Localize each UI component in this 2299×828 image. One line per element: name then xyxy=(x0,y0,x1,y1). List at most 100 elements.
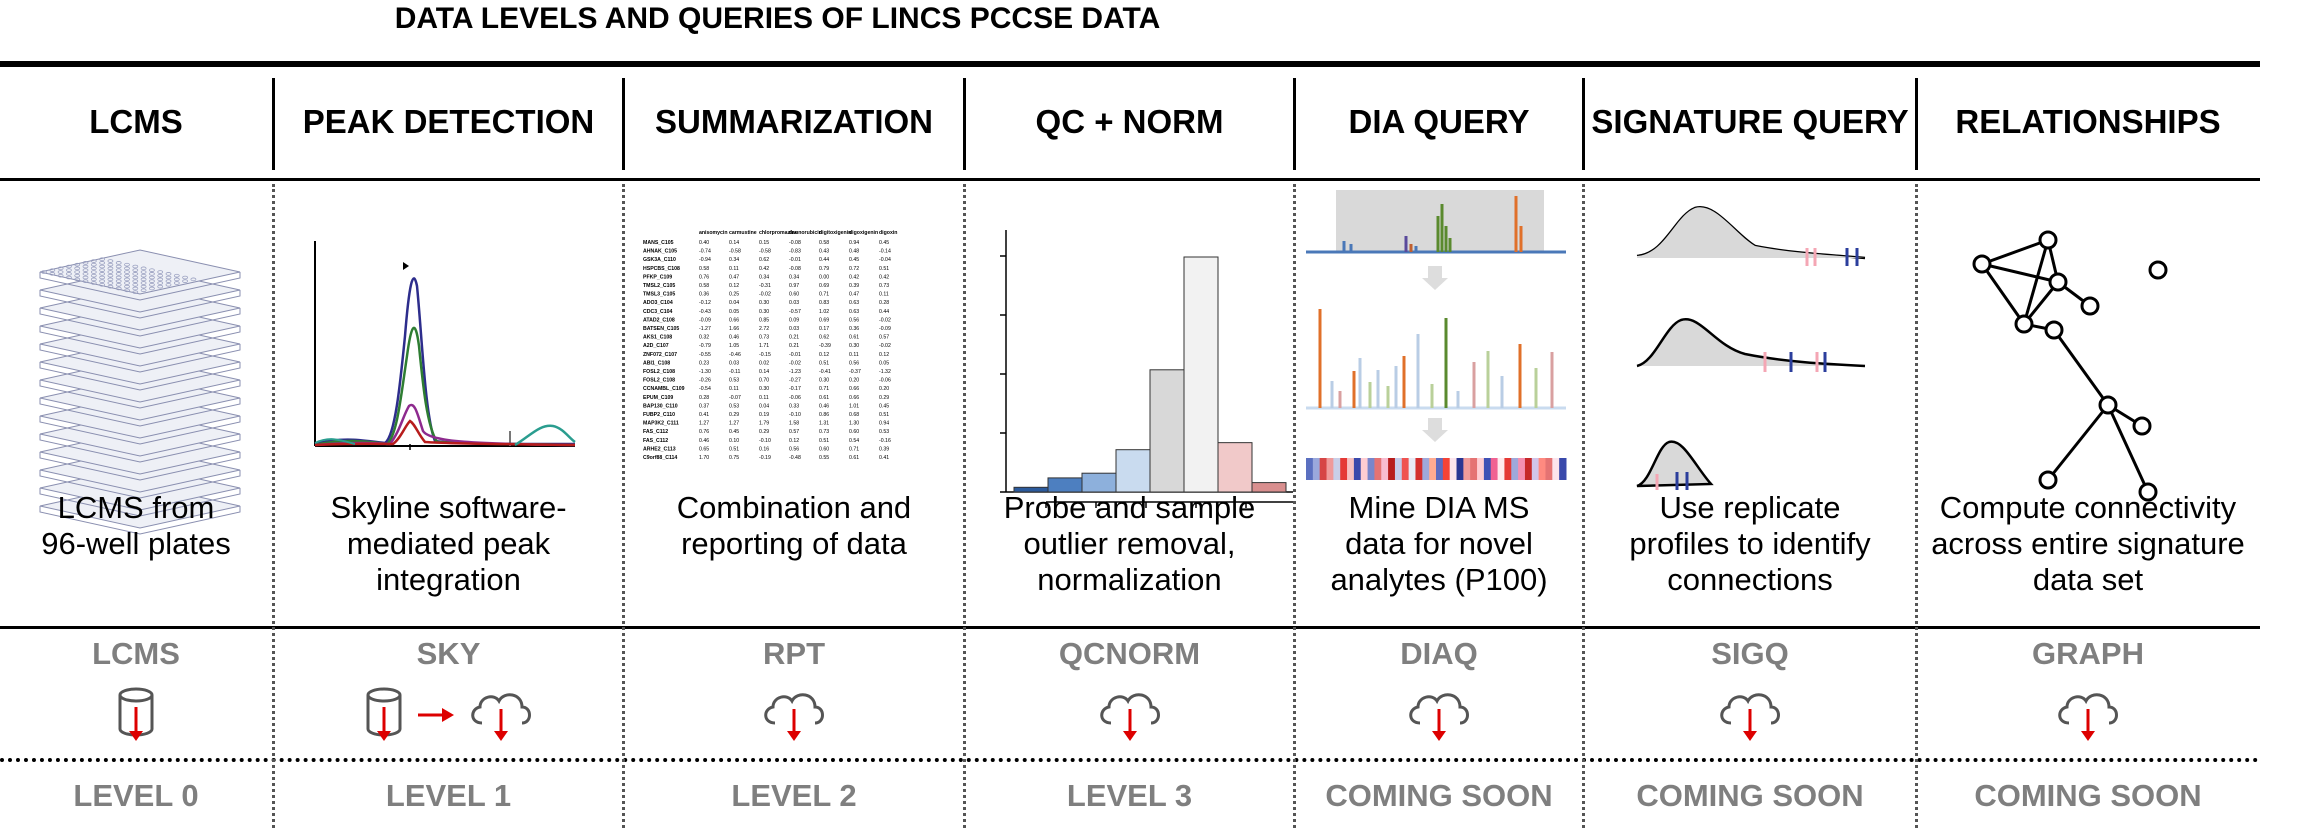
column-description: Probe and sample outlier removal, normal… xyxy=(1003,490,1256,597)
column-code: DIAQ xyxy=(1400,636,1478,671)
table-cell: CDC3_C104 xyxy=(643,309,673,315)
column-code: QCNORM xyxy=(1058,636,1201,671)
table-cell: 0.21 xyxy=(789,335,799,341)
table-cell: 0.53 xyxy=(729,403,739,409)
column-signature-query: SIGNATURE QUERY xyxy=(1585,66,1915,828)
table-cell: -0.54 xyxy=(699,386,711,392)
column-header: RELATIONSHIPS xyxy=(1955,103,2221,140)
table-cell: 0.36 xyxy=(699,292,709,298)
table-cell: 0.11 xyxy=(759,395,769,401)
table-cell: 0.66 xyxy=(849,395,859,401)
column-divider xyxy=(1915,184,1918,828)
table-cell: -0.09 xyxy=(879,326,891,332)
table-cell: 1.70 xyxy=(699,455,709,461)
table-cell: 1.31 xyxy=(819,421,829,427)
network-node xyxy=(2132,416,2152,436)
network-edge xyxy=(1980,263,2026,325)
heatmap-cell xyxy=(1436,458,1444,480)
table-cell: -0.10 xyxy=(789,412,801,418)
table-cell: -0.11 xyxy=(729,369,741,375)
table-cell: 0.12 xyxy=(729,283,739,289)
heatmap-cell xyxy=(1504,458,1512,480)
table-cell: 0.11 xyxy=(729,266,739,272)
table-cell: TMSL3_C105 xyxy=(643,292,675,298)
cloud-download-icon[interactable] xyxy=(1715,685,1785,745)
heatmap-cell xyxy=(1401,458,1410,480)
table-cell: 1.66 xyxy=(729,326,739,332)
heatmap-cell xyxy=(1326,458,1334,480)
table-cell: 0.56 xyxy=(789,446,799,452)
network-edge xyxy=(2052,329,2110,406)
heatmap-cell xyxy=(1538,458,1546,480)
page-title: DATA LEVELS AND QUERIES OF LINCS PCCSE D… xyxy=(394,2,1161,35)
table-cell: 0.65 xyxy=(699,446,709,452)
table-cell: 0.02 xyxy=(759,360,769,366)
heatmap-cell xyxy=(1340,458,1348,480)
table-cell: 0.53 xyxy=(879,429,889,435)
distribution-illustration xyxy=(1585,186,1915,546)
table-cell: MANS_C105 xyxy=(643,240,674,246)
table-cell: CCNAMBL_C109 xyxy=(643,386,685,392)
table-header-cell: carmustine xyxy=(729,230,757,236)
table-cell: C9orf88_C114 xyxy=(643,455,677,461)
cloud-download-icon[interactable] xyxy=(2053,685,2123,745)
column-description: Combination and reporting of data xyxy=(676,490,912,561)
arrow-right-icon xyxy=(417,708,454,722)
database-download-icon[interactable] xyxy=(362,685,406,745)
column-divider xyxy=(622,78,625,170)
dia-spectra-illustration xyxy=(1296,186,1582,546)
table-cell: 0.46 xyxy=(819,403,829,409)
table-cell: GSK3A_C110 xyxy=(643,257,676,263)
table-cell: 0.46 xyxy=(699,438,709,444)
cloud-download-icon[interactable] xyxy=(759,685,829,745)
column-peak-detection: PEAK DETECTION Skyline software- mediate… xyxy=(275,66,622,828)
column-summarization: SUMMARIZATION anisomycin carmustine chlorp… xyxy=(625,66,963,828)
table-cell: -0.31 xyxy=(759,283,771,289)
heatmap-cell xyxy=(1518,458,1526,480)
table-header-cell: chlorpromazine xyxy=(759,230,798,236)
table-cell: -0.37 xyxy=(849,369,861,375)
cloud-download-icon[interactable] xyxy=(1095,685,1165,745)
table-cell: 0.29 xyxy=(879,395,889,401)
table-cell: 0.76 xyxy=(699,429,709,435)
column-lcms: LCMS LCMS from 96-well plates LCMS LEVEL… xyxy=(0,66,272,828)
table-cell: FAS_C112 xyxy=(643,438,668,444)
table-cell: 1.05 xyxy=(729,343,739,349)
table-cell: TMSL2_C105 xyxy=(643,283,675,289)
table-cell: FUBP2_C110 xyxy=(643,412,675,418)
table-cell: 0.11 xyxy=(879,292,889,298)
column-header: SUMMARIZATION xyxy=(654,103,934,140)
cloud-download-icon[interactable] xyxy=(1404,685,1474,745)
level-label: COMING SOON xyxy=(1974,778,2202,813)
table-cell: 0.03 xyxy=(729,360,739,366)
column-description: Skyline software- mediated peak integrat… xyxy=(330,490,567,597)
table-cell: 0.97 xyxy=(789,283,799,289)
table-cell: -0.58 xyxy=(759,249,771,255)
column-divider xyxy=(1582,78,1585,170)
table-cell: 0.66 xyxy=(729,317,739,323)
table-cell: 0.34 xyxy=(789,274,799,280)
heatmap-cell xyxy=(1319,458,1328,480)
table-cell: 0.62 xyxy=(819,335,829,341)
table-cell: -1.27 xyxy=(699,326,711,332)
table-cell: 1.79 xyxy=(759,421,769,427)
heatmap-cell xyxy=(1477,458,1485,480)
network-node xyxy=(2138,482,2158,502)
database-download-icon[interactable] xyxy=(114,685,158,745)
network-edge xyxy=(1981,262,2059,284)
network-edge xyxy=(2022,239,2050,325)
table-cell: 0.12 xyxy=(879,352,889,358)
column-divider xyxy=(1582,184,1585,828)
network-graph-illustration xyxy=(1918,186,2299,546)
cloud-download-icon[interactable] xyxy=(466,685,536,745)
table-cell: -0.09 xyxy=(699,317,711,323)
top-rule xyxy=(0,61,2260,67)
table-cell: 0.44 xyxy=(879,309,889,315)
network-edge xyxy=(1981,238,2049,266)
table-cell: -0.06 xyxy=(789,395,801,401)
column-description: Use replicate profiles to identify conne… xyxy=(1629,490,1871,597)
table-cell: 0.51 xyxy=(879,412,889,418)
table-cell: 0.30 xyxy=(759,300,769,306)
network-node xyxy=(2148,260,2168,280)
table-cell: 0.73 xyxy=(819,429,829,435)
